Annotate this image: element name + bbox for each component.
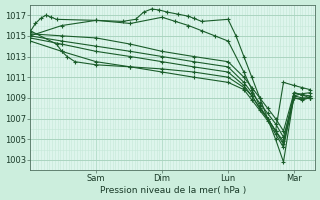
X-axis label: Pression niveau de la mer( hPa ): Pression niveau de la mer( hPa ) (100, 186, 246, 195)
